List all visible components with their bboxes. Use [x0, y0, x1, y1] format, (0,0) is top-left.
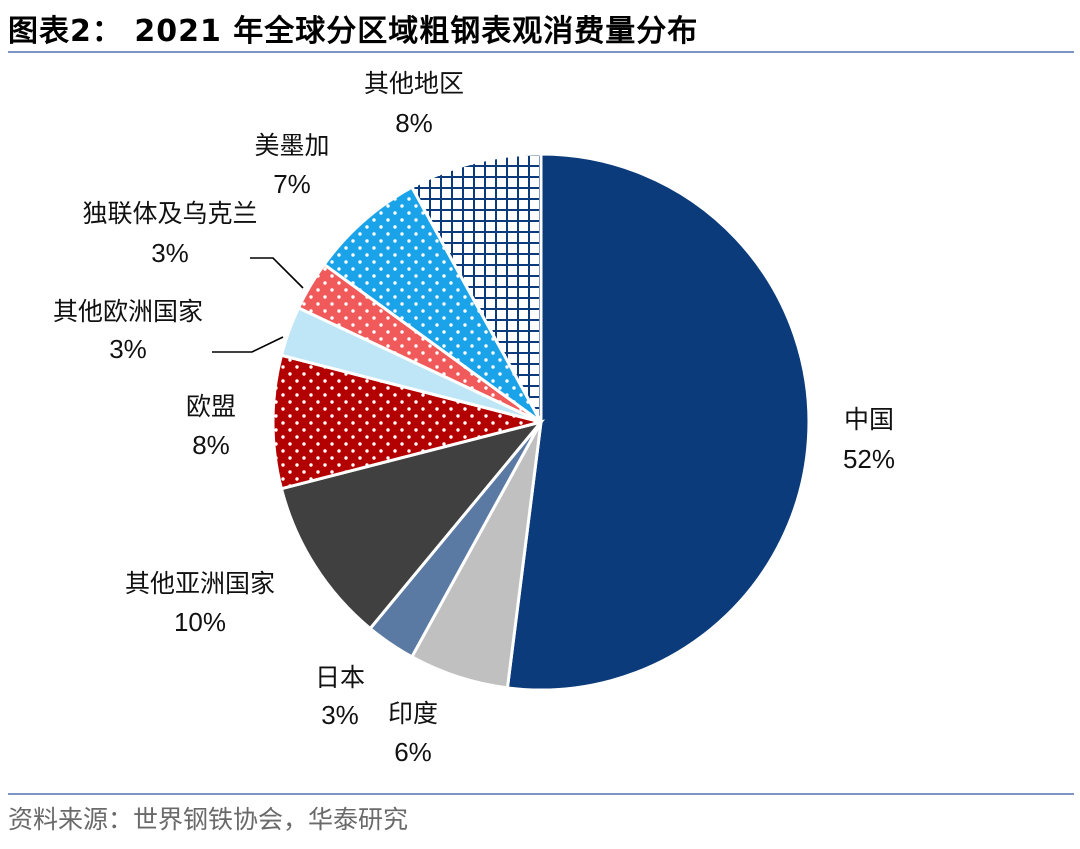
slice-value-5: 3% [109, 334, 147, 364]
slice-label-8: 其他地区 [364, 69, 464, 98]
pie-slice-0 [505, 152, 811, 692]
slice-value-4: 8% [192, 430, 230, 460]
chart-title: 图表2： 2021 年全球分区域粗钢表观消费量分布 [8, 14, 699, 49]
slice-label-0: 中国 [844, 405, 894, 434]
slice-value-6: 3% [151, 238, 189, 268]
pie-slice-4 [271, 353, 542, 491]
pie-slice-8 [409, 152, 543, 423]
title-divider [8, 51, 1074, 53]
footer-divider [8, 793, 1074, 795]
slice-value-3: 10% [174, 607, 226, 637]
slice-label-1: 印度 [388, 699, 438, 728]
slice-value-1: 6% [394, 737, 432, 767]
slice-label-4: 欧盟 [186, 392, 236, 421]
slice-value-8: 8% [395, 108, 433, 138]
source-note: 资料来源：世界钢铁协会，华泰研究 [8, 805, 409, 834]
slice-label-6: 独联体及乌克兰 [82, 199, 257, 228]
slice-label-7: 美墨加 [254, 131, 329, 160]
slice-value-0: 52% [843, 444, 895, 474]
slice-label-3: 其他亚洲国家 [125, 569, 275, 598]
slice-label-5: 其他欧洲国家 [53, 297, 203, 326]
slice-value-7: 7% [273, 169, 311, 199]
pie-slice-7 [322, 185, 543, 424]
leader-line-5 [212, 336, 284, 353]
slice-label-2: 日本 [315, 663, 365, 692]
leader-line-6 [250, 257, 304, 289]
pie-slice-3 [279, 419, 546, 631]
slice-value-2: 3% [321, 700, 359, 730]
